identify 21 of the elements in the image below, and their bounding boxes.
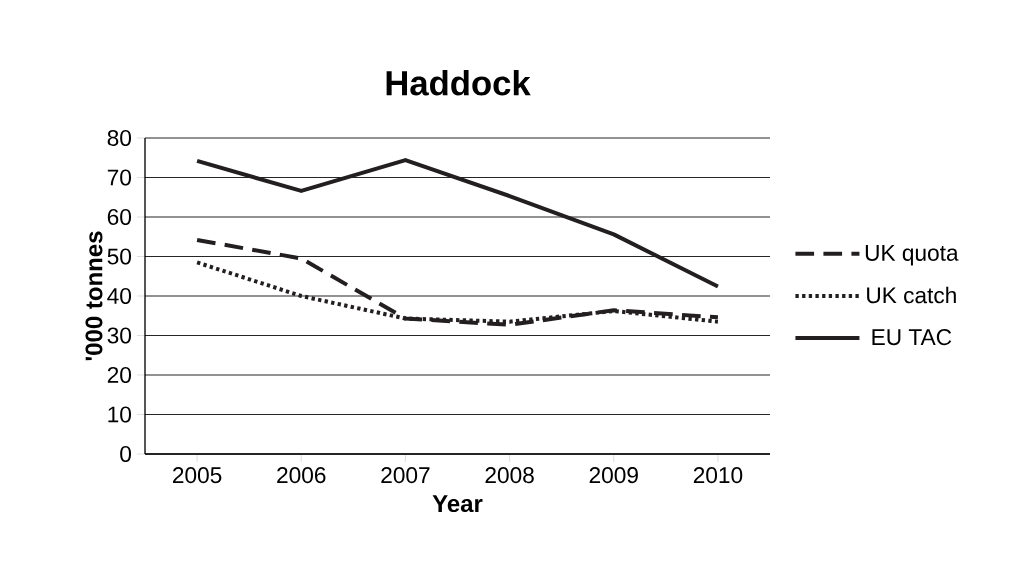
y-tick-label: 40 bbox=[107, 287, 132, 305]
legend-label: UK catch bbox=[867, 286, 956, 304]
y-tick-label: 0 bbox=[120, 445, 132, 463]
y-tick-label: 80 bbox=[107, 129, 132, 147]
x-tick-label: 2010 bbox=[693, 467, 743, 484]
x-tick-label: 2006 bbox=[277, 467, 326, 484]
x-tick-label: 2007 bbox=[381, 467, 430, 484]
x-tick-label: 2008 bbox=[485, 467, 534, 484]
y-tick-label: 20 bbox=[107, 366, 132, 384]
x-tick-label: 2005 bbox=[173, 467, 222, 484]
y-axis-title: '000 tonnes bbox=[85, 231, 103, 361]
y-tick-label: 30 bbox=[107, 327, 132, 344]
y-tick-label: 60 bbox=[107, 208, 132, 226]
y-tick-label: 10 bbox=[108, 406, 132, 423]
y-tick-label: 50 bbox=[107, 248, 132, 265]
chart-title: Haddock bbox=[386, 70, 531, 96]
legend-label: UK quota bbox=[865, 245, 959, 266]
legend-label: EU TAC bbox=[872, 329, 952, 346]
x-axis-title: Year bbox=[432, 495, 483, 513]
x-tick-label: 2009 bbox=[589, 467, 638, 484]
y-tick-label: 70 bbox=[107, 169, 132, 186]
